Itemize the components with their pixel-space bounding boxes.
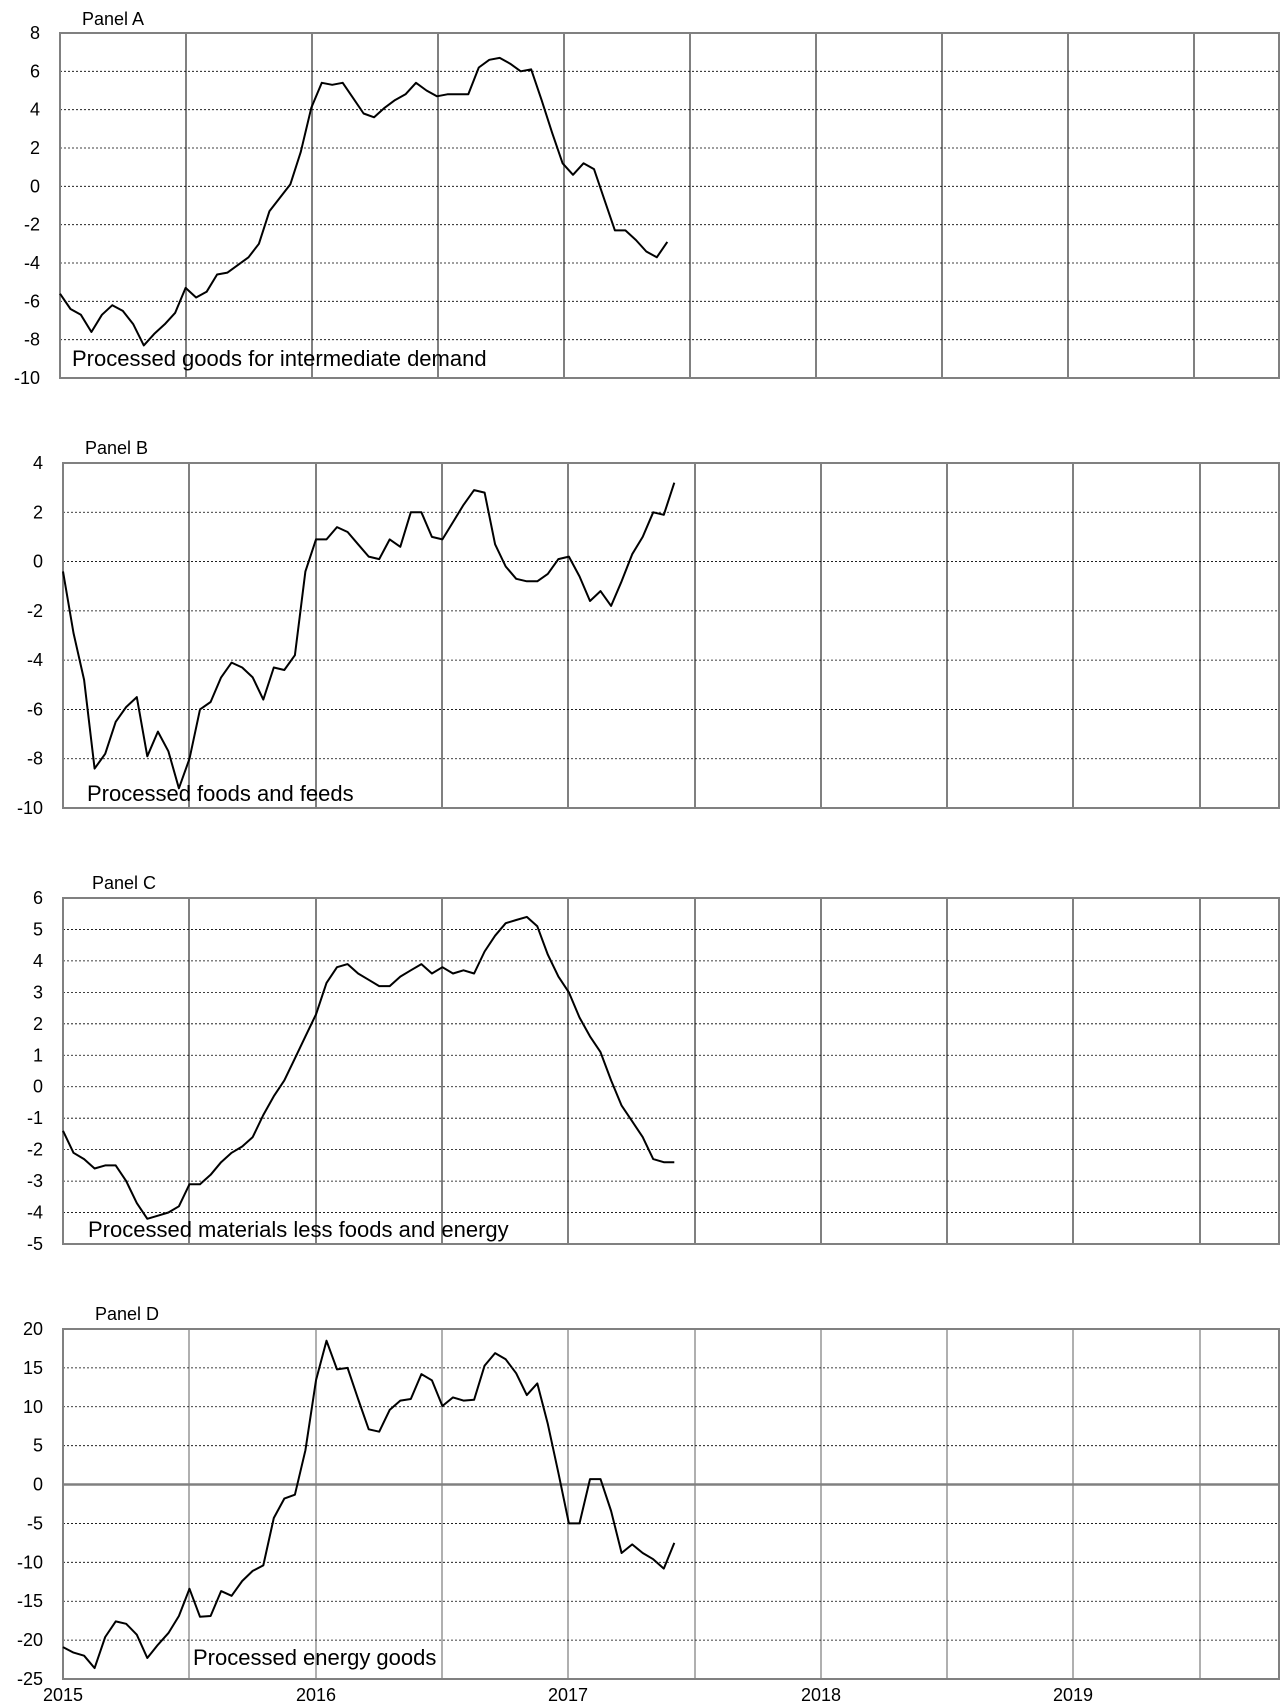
y-tick-label: 15 [23, 1358, 43, 1378]
x-tick-label: 2019 [1053, 1685, 1093, 1703]
plot-frame [62, 1328, 1280, 1680]
y-tick-label: 4 [30, 100, 40, 120]
y-tick-label: -3 [27, 1171, 43, 1191]
y-tick-label: 6 [30, 61, 40, 81]
y-tick-label: 5 [33, 1436, 43, 1456]
x-tick-label: 2018 [801, 1685, 841, 1703]
y-tick-label: -8 [27, 749, 43, 769]
x-tick-label: 2016 [296, 1685, 336, 1703]
y-tick-label: -4 [27, 650, 43, 670]
plot-frame [62, 897, 1280, 1245]
plot-frame [62, 462, 1280, 809]
panel-b: 4 2 0 -2 -4 -6 -8 -10 Panel B Processed foods and… [17, 438, 1280, 818]
y-tick-label: -6 [24, 291, 40, 311]
y-tick-label: -25 [17, 1669, 43, 1689]
y-tick-label: -2 [24, 215, 40, 235]
y-tick-label: -4 [27, 1203, 43, 1223]
panel-b-annotation: Processed foods and feeds [87, 781, 354, 806]
y-tick-label: -5 [27, 1513, 43, 1533]
data-line [62, 915, 675, 1220]
y-tick-label: -15 [17, 1591, 43, 1611]
panel-c: 6 5 4 3 2 1 0 -1 -2 -3 -4 -5 Panel C Processed materi… [27, 873, 1280, 1254]
panel-d-label: Panel D [95, 1304, 159, 1324]
y-tick-label: -4 [24, 253, 40, 273]
y-tick-label: -2 [27, 601, 43, 621]
y-tick-label: -10 [17, 1552, 43, 1572]
y-tick-label: 3 [33, 982, 43, 1002]
y-tick-label: 1 [33, 1045, 43, 1065]
y-tick-label: 4 [33, 453, 43, 473]
y-tick-label: -2 [27, 1140, 43, 1160]
data-line [59, 56, 669, 347]
y-tick-label: 5 [33, 919, 43, 939]
y-tick-label: 10 [23, 1397, 43, 1417]
y-tick-label: 4 [33, 951, 43, 971]
x-tick-label: 2017 [548, 1685, 588, 1703]
y-tick-label: 0 [33, 552, 43, 572]
y-tick-label: 20 [23, 1319, 43, 1339]
y-tick-label: -1 [27, 1108, 43, 1128]
y-tick-label: -10 [17, 798, 43, 818]
y-tick-label: -5 [27, 1234, 43, 1254]
y-tick-label: -8 [24, 330, 40, 350]
y-tick-label: 8 [30, 23, 40, 43]
panel-a-annotation: Processed goods for intermediate demand [72, 346, 487, 371]
y-tick-label: 2 [33, 1014, 43, 1034]
y-tick-label: 2 [33, 502, 43, 522]
x-tick-label: 2015 [43, 1685, 83, 1703]
y-tick-label: 0 [33, 1077, 43, 1097]
panel-d-annotation: Processed energy goods [193, 1645, 436, 1670]
y-tick-label: 2 [30, 138, 40, 158]
panel-a: 8 6 4 2 0 -2 -4 -6 -8 -10 Panel A Processed goods f… [14, 9, 1280, 388]
data-line [62, 1339, 676, 1670]
y-tick-label: 0 [33, 1475, 43, 1495]
data-line [62, 482, 676, 790]
panel-c-annotation: Processed materials less foods and energ… [88, 1217, 509, 1242]
y-tick-label: 6 [33, 888, 43, 908]
y-tick-label: 0 [30, 176, 40, 196]
plot-frame [59, 32, 1280, 379]
panel-a-label: Panel A [82, 9, 144, 29]
y-tick-label: -20 [17, 1630, 43, 1650]
panel-c-label: Panel C [92, 873, 156, 893]
panel-b-label: Panel B [85, 438, 148, 458]
y-tick-label: -6 [27, 699, 43, 719]
y-tick-label: -10 [14, 368, 40, 388]
